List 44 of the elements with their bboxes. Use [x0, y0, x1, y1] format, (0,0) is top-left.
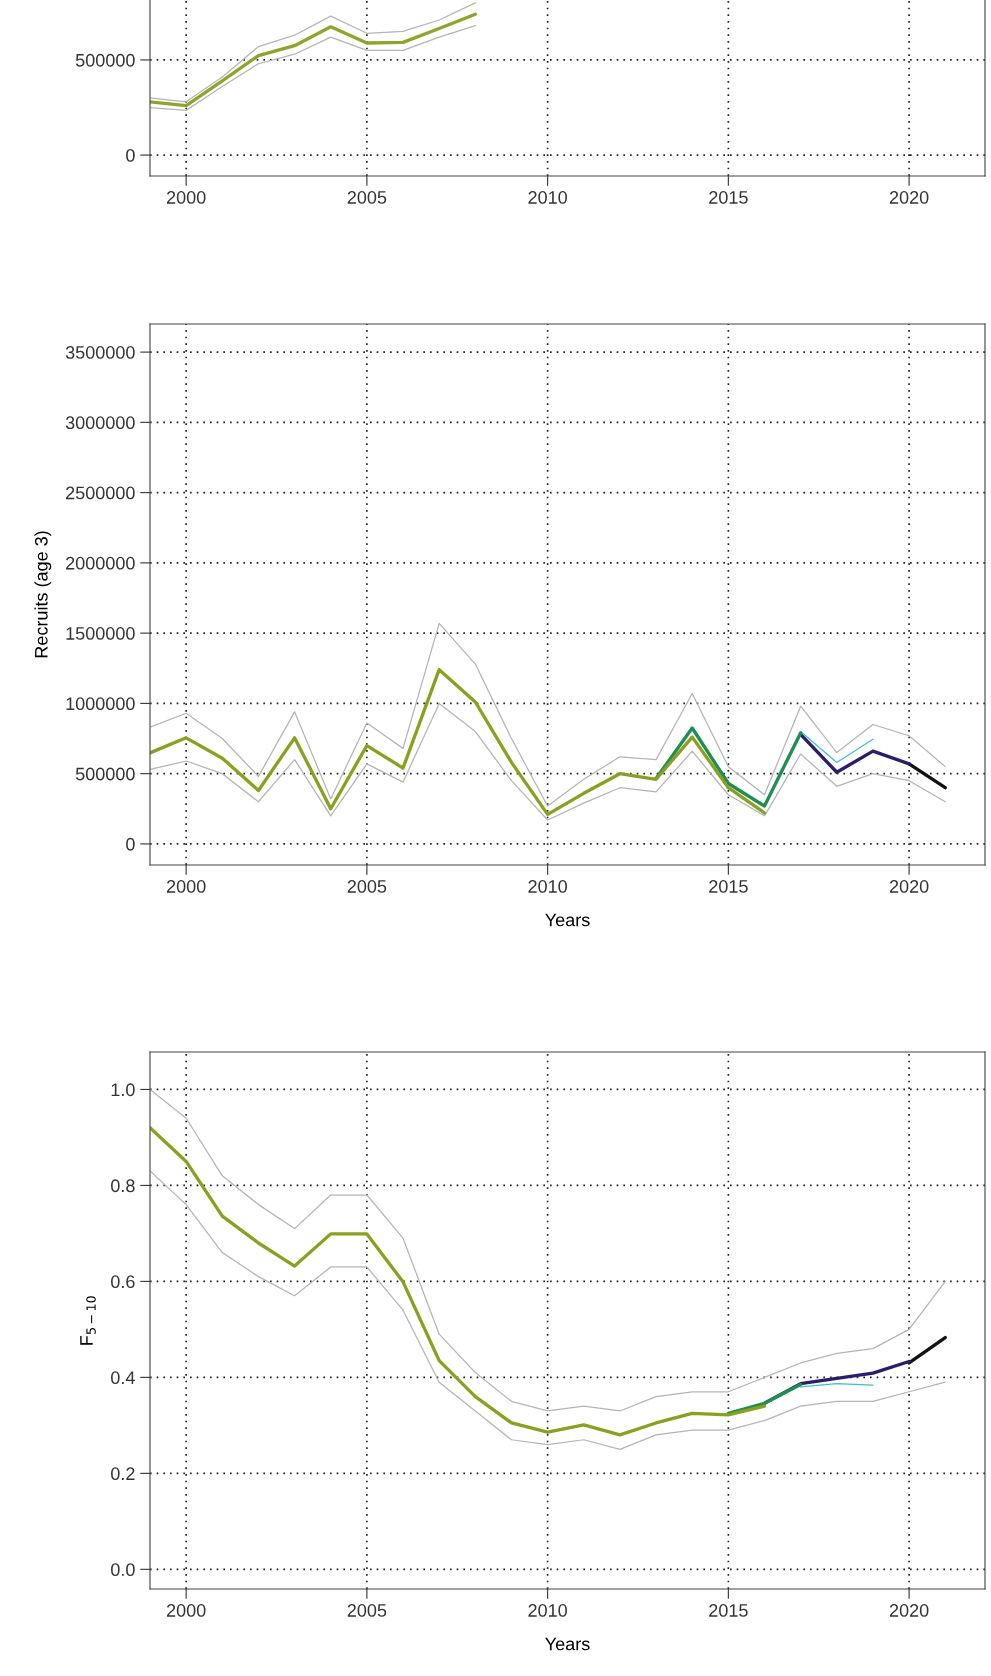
line-series — [150, 25, 476, 111]
y-tick-label: 0 — [126, 149, 135, 162]
x-tick-label: 2005 — [347, 191, 387, 204]
line-series — [654, 726, 803, 808]
line-series — [150, 622, 946, 807]
y-tick-label: 500000 — [75, 767, 135, 781]
x-tick-label: 2000 — [166, 1604, 206, 1617]
line-series — [150, 1088, 946, 1412]
line-series — [150, 668, 767, 817]
y-tick-label: 0.2 — [111, 1467, 135, 1481]
x-tick-label: 2015 — [709, 1604, 748, 1617]
y-tick-label: 2000000 — [66, 556, 135, 570]
x-tick-label: 2000 — [166, 880, 206, 893]
line-series — [798, 732, 911, 774]
y-tick-label: 0.0 — [111, 1563, 135, 1577]
x-tick-label: 2010 — [528, 191, 567, 204]
x-tick-label: 2015 — [709, 191, 748, 204]
y-tick-label: 3500000 — [65, 346, 135, 359]
y-tick-label: 0 — [126, 837, 135, 851]
x-axis-title: Years — [545, 913, 590, 927]
x-tick-label: 2015 — [709, 880, 748, 893]
x-tick-label: 2020 — [889, 1604, 929, 1617]
x-tick-label: 2010 — [528, 880, 567, 893]
line-series — [150, 1170, 946, 1450]
y-tick-label: 1000000 — [66, 697, 135, 711]
y-axis-title: Recruits (age 3) — [34, 531, 52, 658]
x-tick-label: 2020 — [889, 191, 929, 204]
x-tick-label: 2005 — [347, 880, 387, 893]
y-tick-label: 500000 — [75, 53, 135, 67]
x-tick-label: 2020 — [889, 880, 929, 893]
y-tick-label: 0.8 — [111, 1179, 135, 1193]
line-series — [150, 702, 946, 821]
y-tick-label: 2500000 — [66, 486, 135, 500]
y-tick-label: 3000000 — [65, 416, 135, 430]
y-tick-label: 0.6 — [111, 1275, 135, 1289]
y-axis-title: F$_{5−10}$ — [80, 1296, 96, 1345]
x-tick-label: 2005 — [347, 1604, 387, 1617]
x-tick-label: 2010 — [528, 1604, 567, 1617]
y-tick-label: 1.0 — [111, 1083, 135, 1097]
x-tick-label: 2000 — [166, 191, 206, 204]
x-axis-title: Years — [545, 1637, 590, 1651]
line-series — [150, 1126, 767, 1437]
y-tick-label: 1500000 — [66, 627, 135, 640]
y-tick-label: 0.4 — [111, 1371, 135, 1385]
